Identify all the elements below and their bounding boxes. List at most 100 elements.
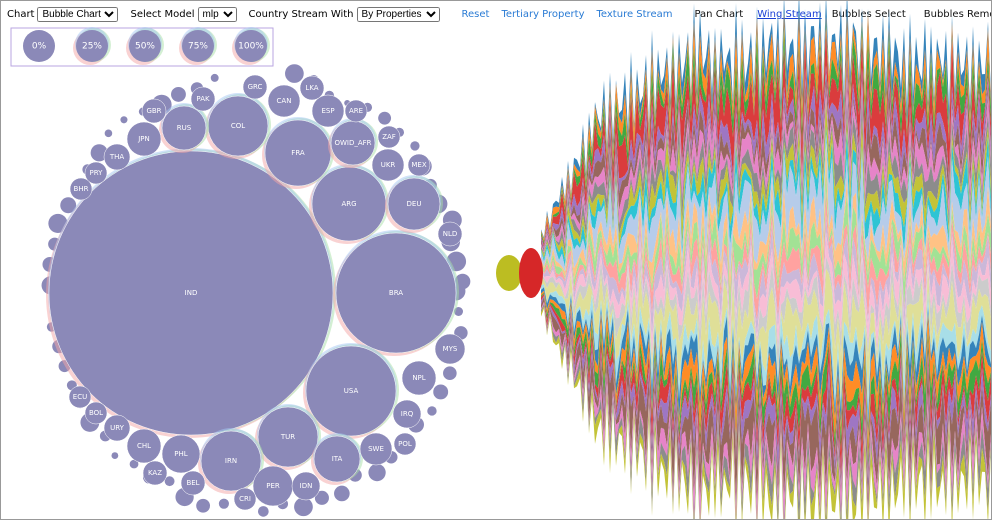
bubble-label: BRA (389, 289, 403, 297)
stream-layer (541, 28, 991, 248)
bubble (210, 73, 219, 82)
bubble-label: ITA (332, 455, 343, 463)
stream-layer (541, 290, 991, 460)
bubble (242, 74, 268, 100)
label: Select Model (130, 9, 195, 20)
bubble-label: SWE (368, 445, 384, 453)
bubble (196, 498, 211, 513)
bubble (311, 94, 345, 128)
bubble-label: JPN (137, 135, 150, 143)
stream-layer (541, 214, 991, 338)
bubble-label: CRI (239, 495, 251, 503)
stream-layer (541, 284, 991, 423)
button[interactable]: Bubbles Select (831, 9, 906, 20)
legend-bubble (76, 30, 108, 62)
button[interactable]: Wing Stream (757, 9, 822, 20)
stream-select[interactable]: By Properties (356, 7, 440, 22)
bubble-label: BOL (89, 409, 103, 417)
stream-layer (541, 301, 991, 519)
model-select[interactable]: mlp (197, 7, 237, 22)
bubble (233, 487, 257, 511)
bubble-label: COL (231, 122, 245, 130)
bubble (111, 452, 119, 459)
bubble (68, 385, 92, 409)
bubble (378, 111, 392, 125)
stream-head (519, 248, 543, 298)
bubble-label: GRC (248, 83, 263, 91)
bubble (371, 148, 405, 182)
bubble-label: URY (110, 424, 125, 432)
bubble-label: DEU (407, 200, 422, 208)
bubble (103, 143, 131, 171)
bubble (410, 141, 420, 151)
stream-layer (541, 292, 991, 474)
bubble (313, 435, 361, 483)
bubble-label: OWID_AFR (334, 139, 371, 147)
label: Chart (7, 9, 35, 20)
bubble (401, 360, 437, 396)
bubble-label: BEL (186, 479, 199, 487)
bubble-label: FRA (291, 149, 305, 157)
bubble (142, 460, 168, 486)
bubble (171, 86, 186, 102)
bubble (190, 86, 216, 112)
stream-layer (541, 133, 991, 278)
bubble (335, 232, 457, 354)
stream-layer (541, 304, 991, 519)
stream-layer (541, 293, 991, 480)
bubble (437, 221, 463, 247)
bubble-label: ARG (341, 200, 356, 208)
bubble (299, 75, 325, 101)
link[interactable]: Texture Stream (596, 9, 673, 20)
bubble (344, 99, 368, 123)
bubble-label: RUS (177, 124, 192, 132)
bubble (359, 432, 393, 466)
bubble-label: LKA (305, 84, 318, 92)
stream-head (496, 255, 522, 291)
bubble (164, 476, 175, 487)
chart-select[interactable]: Bubble Chart (37, 7, 119, 22)
bubble (433, 384, 449, 400)
bubble (392, 399, 422, 429)
bubble (104, 129, 113, 138)
bubble-label: ARE (349, 107, 363, 115)
bubble (305, 345, 397, 437)
stream-layer (541, 306, 991, 519)
link[interactable]: Reset (461, 9, 490, 20)
bubble (161, 434, 201, 474)
bubble (84, 161, 108, 185)
bubble (291, 471, 321, 501)
stream-layer (541, 287, 991, 440)
legend-bubble (129, 30, 161, 62)
stream-layer (541, 295, 991, 494)
bubble (129, 459, 139, 469)
bubble (258, 506, 269, 517)
bubble-label: MYS (443, 345, 458, 353)
stream-layer (541, 1, 991, 240)
bubble-label: IDN (300, 482, 313, 490)
bubble-label: KAZ (148, 469, 162, 477)
bubble (387, 177, 441, 231)
bubble (407, 153, 431, 177)
bubble (103, 414, 131, 442)
bubble-label: MEX (411, 161, 426, 169)
legend-label: 25% (82, 42, 102, 52)
link[interactable]: Tertiary Property (501, 9, 585, 20)
bubble (200, 430, 262, 492)
button[interactable]: Pan Chart (694, 9, 744, 20)
bubble-label: PRY (90, 169, 104, 177)
stream-layer (541, 20, 991, 245)
bubble (180, 470, 206, 496)
bubble (257, 406, 319, 468)
legend-label: 0% (32, 42, 47, 52)
bubble (434, 333, 466, 365)
bubble-label: POL (398, 440, 412, 448)
bubble (393, 432, 417, 456)
bubble-label: IND (185, 289, 198, 297)
bubble-label: USA (344, 387, 359, 395)
bubble (126, 121, 162, 157)
bubble-label: UKR (381, 161, 396, 169)
button[interactable]: Bubbles Remove (923, 9, 991, 20)
bubble-label: ECU (73, 393, 87, 401)
